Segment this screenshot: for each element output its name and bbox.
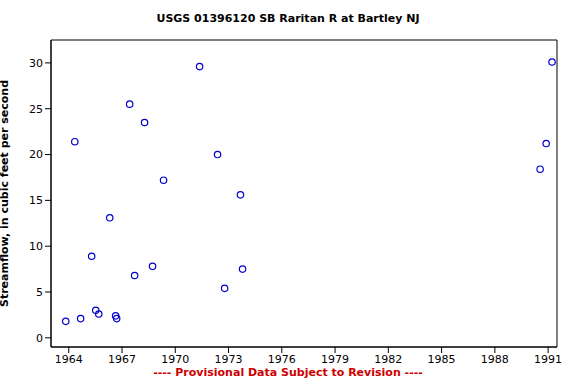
svg-text:15: 15: [29, 194, 43, 207]
svg-text:1973: 1973: [215, 353, 243, 366]
html-text:USGS 01396120 SB Raritan R at: USGS 01396120 SB Raritan R at Bartley NJ: [156, 12, 420, 25]
html-text:---- Provisional Data Subject: ---- Provisional Data Subject to Revisio…: [153, 366, 423, 379]
svg-text:25: 25: [29, 103, 43, 116]
svg-text:1979: 1979: [321, 353, 349, 366]
svg-text:5: 5: [36, 286, 43, 299]
svg-text:0: 0: [36, 332, 43, 345]
svg-text:1982: 1982: [374, 353, 402, 366]
svg-text:Streamflow, in cubic feet per: Streamflow, in cubic feet per second: [8, 80, 11, 307]
svg-text:1988: 1988: [481, 353, 509, 366]
svg-text:30: 30: [29, 57, 43, 70]
svg-text:1976: 1976: [268, 353, 296, 366]
svg-text:1991: 1991: [534, 353, 562, 366]
svg-text:20: 20: [29, 148, 43, 161]
svg-text:10: 10: [29, 240, 43, 253]
svg-text:1970: 1970: [161, 353, 189, 366]
svg-text:1964: 1964: [55, 353, 83, 366]
svg-text:1967: 1967: [108, 353, 136, 366]
svg-text:1985: 1985: [428, 353, 456, 366]
